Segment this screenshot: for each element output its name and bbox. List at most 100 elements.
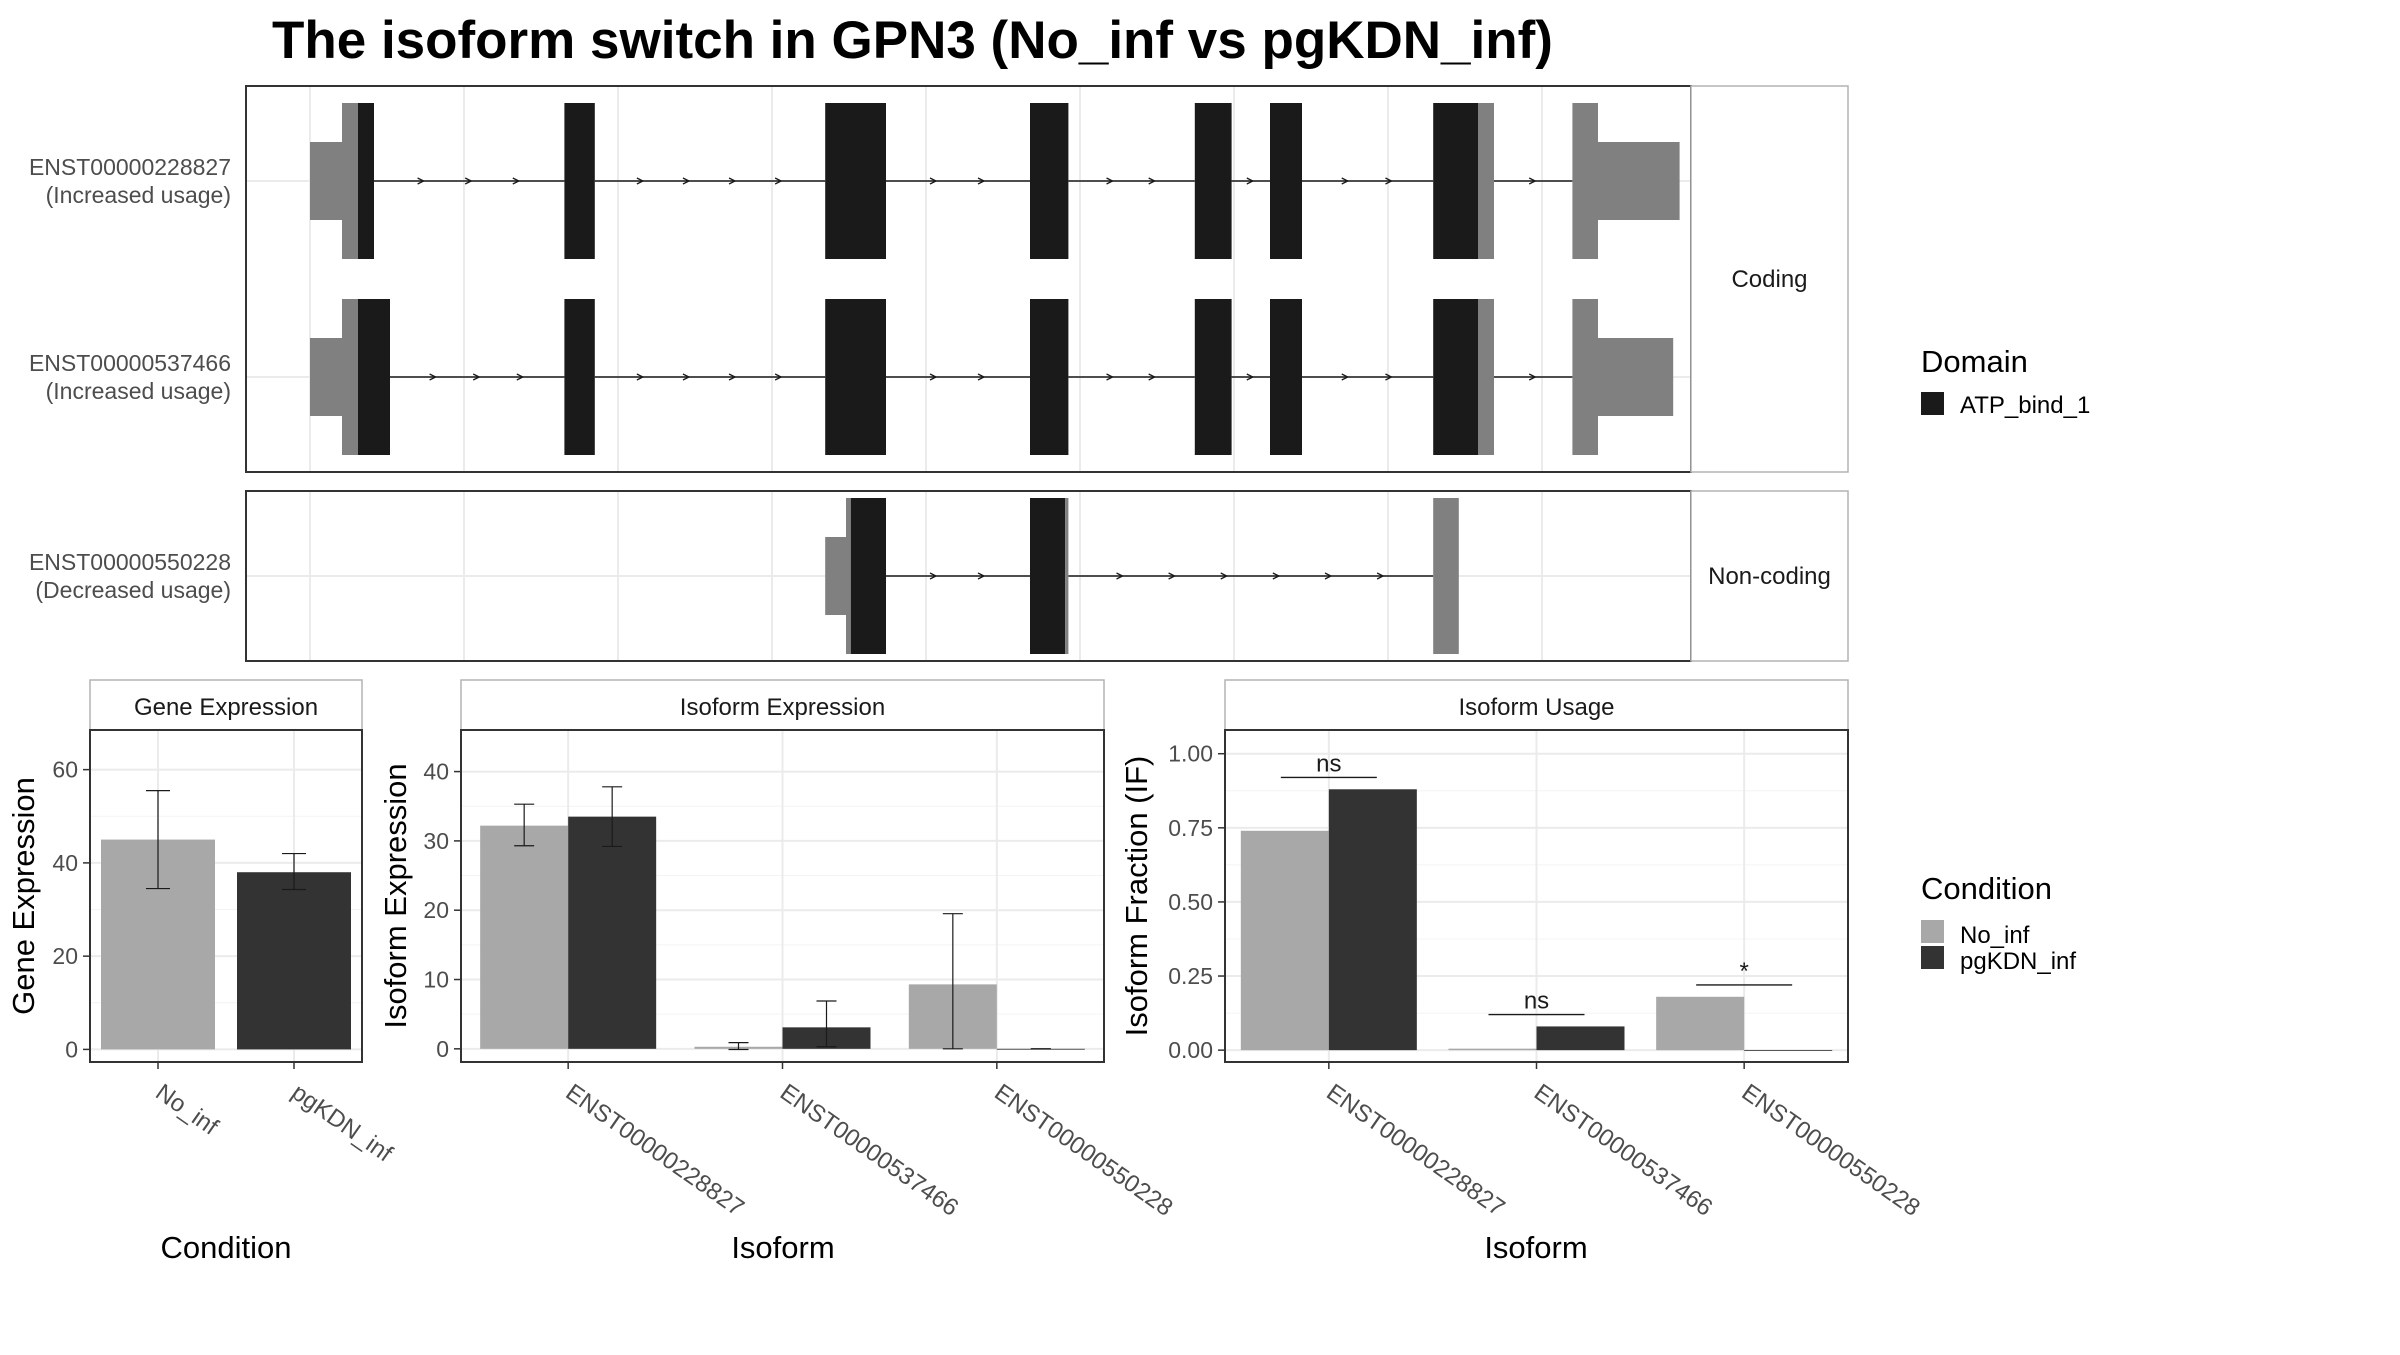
x-axis-title: Isoform	[1484, 1230, 1587, 1265]
domain-exon	[1030, 498, 1066, 654]
y-tick-label: 0.75	[1168, 815, 1213, 841]
y-tick-label: 40	[52, 850, 78, 876]
intron-arrow	[1116, 572, 1124, 580]
y-axis-title: Gene Expression	[6, 777, 41, 1015]
intron-arrow	[682, 373, 691, 381]
x-tick-label: ENST00000228827	[561, 1079, 749, 1222]
intron-arrow	[774, 177, 783, 185]
intron-arrow	[1341, 373, 1350, 381]
transcript-usage: (Decreased usage)	[35, 577, 231, 603]
intron-arrow	[464, 177, 473, 185]
y-tick-label: 10	[423, 967, 449, 993]
domain-exon	[1194, 103, 1232, 259]
x-tick-label: ENST00000537466	[775, 1079, 963, 1222]
domain-exon	[825, 299, 886, 455]
facet-strip-label: Coding	[1731, 266, 1807, 293]
y-tick-label: 0.00	[1168, 1037, 1213, 1063]
y-tick-label: 0	[65, 1036, 78, 1062]
panel-strip-label: Gene Expression	[134, 694, 318, 721]
intron-arrow	[1148, 177, 1157, 185]
domain-exon	[1030, 103, 1069, 259]
y-tick-label: 20	[423, 897, 449, 923]
intron-arrow	[929, 572, 938, 580]
intron-arrow	[1385, 177, 1393, 185]
panel-strip-label: Isoform Expression	[680, 694, 885, 721]
condition-legend-label: No_inf	[1960, 922, 2030, 949]
intron-arrow	[1376, 572, 1385, 580]
bar-no-inf	[480, 825, 569, 1049]
y-axis-title: Isoform Fraction (IF)	[1119, 756, 1154, 1037]
utr-exon	[1598, 338, 1674, 416]
panel-strip-label: Isoform Usage	[1458, 694, 1614, 721]
intron-arrow	[636, 373, 645, 381]
transcript-usage: (Increased usage)	[46, 378, 231, 404]
y-tick-label: 0.25	[1168, 963, 1213, 989]
intron-arrow	[977, 373, 986, 381]
bar-no-inf	[1656, 996, 1745, 1051]
condition-legend-label: pgKDN_inf	[1960, 948, 2076, 975]
domain-exon	[1433, 103, 1478, 259]
intron-arrow	[929, 177, 938, 185]
domain-exon	[850, 498, 886, 654]
utr-exon	[342, 103, 358, 259]
intron-arrow	[1106, 373, 1114, 381]
panel-border	[89, 729, 363, 1063]
x-tick-label: pgKDN_inf	[287, 1079, 398, 1168]
y-tick-label: 0	[436, 1036, 449, 1062]
transcript-name: ENST00000537466	[29, 350, 231, 376]
x-tick-label: No_inf	[151, 1079, 224, 1141]
intron-arrow	[1341, 177, 1350, 185]
intron-arrow	[1148, 373, 1157, 381]
x-tick-label: ENST00000550228	[989, 1079, 1177, 1222]
domain-exon	[358, 103, 374, 259]
y-tick-label: 40	[423, 759, 449, 785]
significance-label: ns	[1316, 750, 1341, 777]
utr-exon	[1572, 299, 1598, 455]
utr-exon	[1478, 103, 1494, 259]
domain-exon	[825, 103, 886, 259]
transcript-usage: (Increased usage)	[46, 182, 231, 208]
y-axis-title: Isoform Expression	[378, 763, 413, 1028]
intron-arrow	[472, 373, 481, 381]
significance-label: *	[1739, 958, 1748, 985]
utr-exon	[1433, 498, 1459, 654]
intron-arrow	[977, 177, 986, 185]
intron-arrow	[1106, 177, 1114, 185]
bar-pgkdn-inf	[568, 816, 657, 1049]
x-tick-label: ENST00000228827	[1321, 1079, 1509, 1222]
intron-arrow	[977, 572, 986, 580]
x-axis-title: Condition	[161, 1230, 292, 1265]
facet-strip-label: Non-coding	[1708, 563, 1831, 590]
y-tick-label: 0.50	[1168, 889, 1213, 915]
intron-arrow	[1246, 373, 1255, 381]
domain-exon	[1433, 299, 1478, 455]
intron-arrow	[516, 373, 525, 381]
x-tick-label: ENST00000550228	[1737, 1079, 1925, 1222]
bar-no-inf	[1448, 1048, 1537, 1051]
bar-pgkdn-inf	[1744, 1050, 1833, 1051]
intron-arrow	[1528, 373, 1537, 381]
intron-arrow	[636, 177, 645, 185]
x-tick-label: ENST00000537466	[1529, 1079, 1717, 1222]
intron-arrow	[1272, 572, 1281, 580]
domain-exon	[564, 103, 595, 259]
bar-no-inf	[1240, 830, 1329, 1051]
bar-pgkdn-inf	[1536, 1026, 1625, 1051]
intron-arrow	[728, 373, 737, 381]
bar-pgkdn-inf	[1328, 789, 1417, 1051]
domain-exon	[1030, 299, 1069, 455]
domain-exon	[1270, 103, 1302, 259]
panel-strip	[89, 679, 363, 731]
intron-arrow	[1528, 177, 1537, 185]
intron-arrow	[1324, 572, 1333, 580]
y-tick-label: 60	[52, 757, 78, 783]
condition-legend-key-no-inf	[1921, 920, 1944, 943]
condition-legend-title: Condition	[1921, 871, 2052, 906]
domain-exon	[1194, 299, 1232, 455]
domain-exon	[564, 299, 595, 455]
intron-arrow	[774, 373, 783, 381]
facet-strip	[1690, 490, 1849, 662]
domain-exon	[1270, 299, 1302, 455]
